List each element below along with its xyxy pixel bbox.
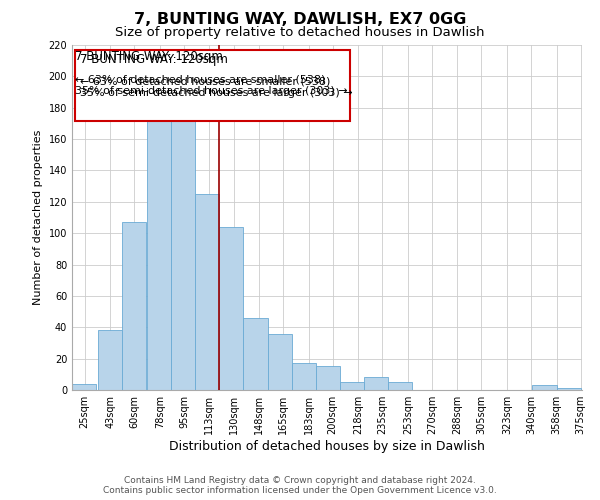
Text: Size of property relative to detached houses in Dawlish: Size of property relative to detached ho… xyxy=(115,26,485,39)
Text: 7 BUNTING WAY: 120sqm: 7 BUNTING WAY: 120sqm xyxy=(80,52,227,66)
Bar xyxy=(147,114,171,390)
Text: Contains HM Land Registry data © Crown copyright and database right 2024.
Contai: Contains HM Land Registry data © Crown c… xyxy=(103,476,497,495)
Bar xyxy=(74,50,350,121)
Text: ← 63% of detached houses are smaller (538)
35% of semi-detached houses are large: ← 63% of detached houses are smaller (53… xyxy=(74,74,347,96)
Text: 7, BUNTING WAY, DAWLISH, EX7 0GG: 7, BUNTING WAY, DAWLISH, EX7 0GG xyxy=(134,12,466,28)
Bar xyxy=(195,194,220,390)
Bar xyxy=(97,330,122,390)
Bar xyxy=(316,366,340,390)
Bar xyxy=(268,334,292,390)
Bar xyxy=(122,222,146,390)
Bar xyxy=(557,388,581,390)
Text: 7 BUNTING WAY: 120sqm: 7 BUNTING WAY: 120sqm xyxy=(74,50,223,63)
Bar xyxy=(532,386,557,390)
Text: ← 63% of detached houses are smaller (538)
35% of semi-detached houses are large: ← 63% of detached houses are smaller (53… xyxy=(80,76,352,98)
Bar xyxy=(364,378,388,390)
Bar xyxy=(292,364,316,390)
Bar xyxy=(340,382,364,390)
Bar xyxy=(171,116,195,390)
Bar xyxy=(388,382,412,390)
Bar xyxy=(244,318,268,390)
Bar xyxy=(72,384,96,390)
X-axis label: Distribution of detached houses by size in Dawlish: Distribution of detached houses by size … xyxy=(169,440,485,453)
Y-axis label: Number of detached properties: Number of detached properties xyxy=(33,130,43,305)
Bar xyxy=(220,227,244,390)
